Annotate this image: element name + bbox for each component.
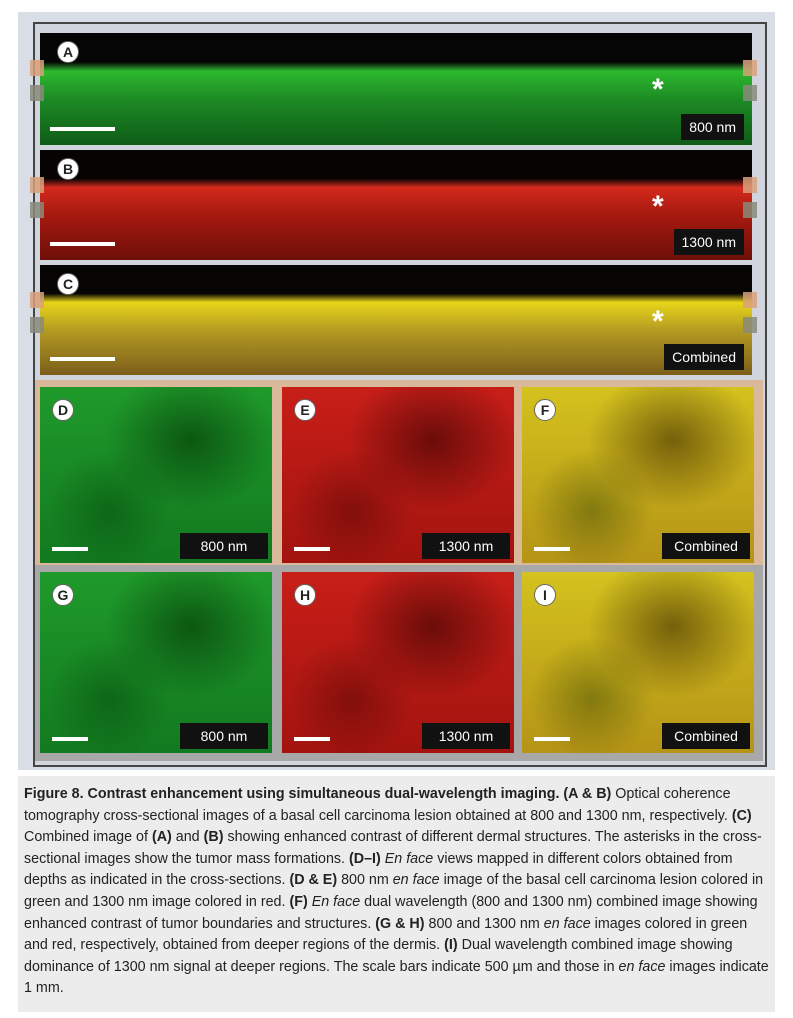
caption-segment: and [171, 829, 204, 846]
depth-marker [743, 202, 757, 218]
caption-segment: (D & E) [289, 872, 338, 889]
caption-segment: Figure 8. Contrast enhancement using sim… [24, 786, 612, 802]
caption-box: Figure 8. Contrast enhancement using sim… [18, 776, 775, 1012]
caption-segment: views mapped in different colors obtaine… [24, 850, 733, 889]
asterisk: * [652, 305, 664, 338]
depth-marker [30, 202, 44, 218]
caption-segment: Dual wavelength combined image showing d… [24, 937, 733, 975]
scale-bar [294, 737, 330, 741]
caption: Figure 8. Contrast enhancement using sim… [24, 784, 772, 1000]
depth-marker [30, 85, 44, 101]
en-face-image: I Combined [522, 572, 754, 753]
panel-label: Combined [664, 344, 744, 370]
depth-marker [743, 177, 757, 193]
caption-segment: images indicate 1 mm. [24, 958, 769, 997]
en-face-image: H 1300 nm [282, 572, 514, 753]
depth-marker [30, 317, 44, 333]
en-face-image: F Combined [522, 387, 754, 563]
caption-segment: (I) [444, 937, 458, 954]
caption-segment: En face [384, 850, 434, 867]
panel-letter: I [534, 584, 556, 606]
panel-letter: D [52, 399, 74, 421]
panel-letter: H [294, 584, 316, 606]
caption-segment: images colored in green and red, respect… [24, 915, 748, 954]
asterisk: * [652, 190, 664, 223]
depth-marker [30, 60, 44, 76]
caption-segment: (F) [289, 893, 312, 910]
cross-section: B * 1300 nm [40, 150, 752, 260]
caption-segment: en face [392, 872, 440, 889]
panel-label: 800 nm [180, 723, 268, 749]
caption-segment: Optical coherence tomography cross-secti… [24, 786, 732, 824]
panel-letter: F [534, 399, 556, 421]
depth-marker [743, 317, 757, 333]
caption-segment: dual wavelength (800 and 1300 nm) combin… [24, 893, 758, 932]
panel-label: 1300 nm [422, 723, 510, 749]
caption-segment: en face [618, 958, 666, 975]
caption-segment: (C) [731, 807, 752, 824]
en-face-image: D 800 nm [40, 387, 272, 563]
depth-marker [743, 292, 757, 308]
caption-segment: image of the basal cell carcinoma lesion… [24, 872, 764, 910]
cross-section: A * 800 nm [40, 33, 752, 145]
panel-label: 1300 nm [673, 229, 744, 255]
depth-marker [743, 60, 757, 76]
depth-marker [743, 85, 757, 101]
caption-segment: (B) [203, 829, 224, 846]
panel-label: 800 nm [180, 533, 268, 559]
caption-segment: 800 nm [337, 872, 393, 889]
caption-segment: (D–I) [349, 850, 385, 867]
panel-letter: E [294, 399, 316, 421]
depth-marker [30, 292, 44, 308]
caption-segment: 800 and 1300 nm [424, 915, 544, 932]
caption-segment: (G & H) [375, 915, 425, 932]
en-face-image: E 1300 nm [282, 387, 514, 563]
panel-letter: C [57, 273, 79, 295]
scale-bar [50, 127, 115, 131]
scale-bar [50, 357, 115, 361]
cross-section: C * Combined [40, 265, 752, 375]
caption-segment: (A) [151, 829, 172, 846]
scale-bar [52, 547, 88, 551]
scale-bar [534, 547, 570, 551]
panel-label: 800 nm [681, 114, 744, 140]
caption-segment: En face [311, 893, 361, 910]
asterisk: * [652, 73, 664, 106]
panel-letter: G [52, 584, 74, 606]
panel-letter: B [57, 158, 79, 180]
caption-segment: en face [543, 915, 591, 932]
panel-letter: A [57, 41, 79, 63]
en-face-image: G 800 nm [40, 572, 272, 753]
scale-bar [50, 242, 115, 246]
caption-segment: Combined image of [24, 829, 152, 846]
scale-bar [534, 737, 570, 741]
panel-label: Combined [662, 723, 750, 749]
scale-bar [294, 547, 330, 551]
panel-label: Combined [662, 533, 750, 559]
caption-segment: showing enhanced contrast of different d… [24, 829, 762, 867]
panel-label: 1300 nm [422, 533, 510, 559]
scale-bar [52, 737, 88, 741]
depth-marker [30, 177, 44, 193]
